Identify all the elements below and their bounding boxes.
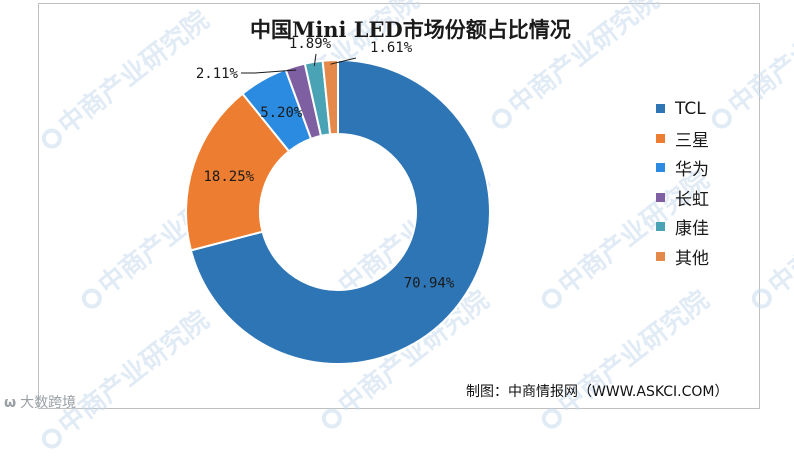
data-label-5: 1.61% [370,40,413,56]
legend-item-3: 长虹 [656,183,709,213]
legend-item-2: 华为 [656,153,709,183]
legend-item-5: 其他 [656,242,709,272]
leader-line-3 [241,69,297,74]
legend-label: 长虹 [675,189,709,210]
source-note: 制图：中商情报网（WWW.ASKCI.COM） [466,384,729,400]
legend-label: 康佳 [675,219,709,240]
data-label-1: 18.25% [203,169,254,185]
legend-swatch [656,251,665,261]
legend-label: 其他 [675,248,709,269]
legend-label: TCL [675,98,706,119]
legend-swatch [656,104,665,114]
data-label-0: 70.94% [404,275,455,291]
data-label-3: 2.11% [196,66,239,82]
legend-label: 三星 [675,130,709,151]
donut-slice-5 [321,58,339,136]
data-label-4: 1.89% [289,36,332,52]
corner-logo: ω 大数跨境 [4,392,76,412]
legend-label: 华为 [675,160,709,181]
legend-swatch [656,192,665,202]
leader-line-5 [330,57,357,65]
chart-title: 中国Mini LED市场份额占比情况 [250,17,571,42]
data-label-2: 5.20% [260,105,303,121]
leader-line-4 [313,53,317,66]
corner-logo-text: 大数跨境 [20,395,77,411]
donut-slice-0 [189,58,491,365]
chart-legend: TCL 三星华为长虹康佳其他 [656,94,709,271]
legend-swatch [656,222,665,232]
corner-logo-icon: ω [4,395,17,411]
legend-swatch [656,163,665,173]
legend-item-4: 康佳 [656,212,709,242]
legend-item-0: TCL [656,94,709,124]
legend-item-1: 三星 [656,124,709,154]
donut-chart: 70.94% 18.25% 5.20% 2.11% 1.89% 1.61% [185,36,491,365]
watermark-logo-icon [37,424,66,453]
legend-swatch [656,133,665,143]
